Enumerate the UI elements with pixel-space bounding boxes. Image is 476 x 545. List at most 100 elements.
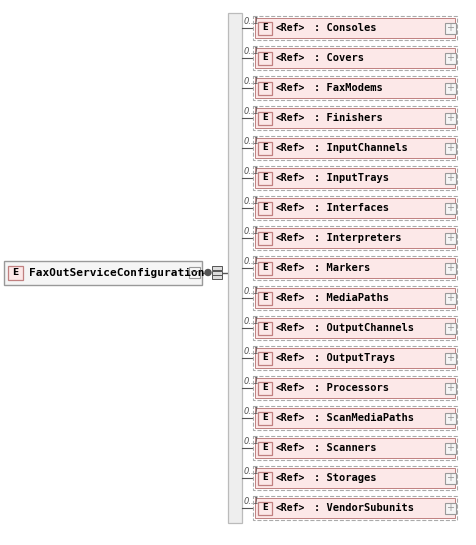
Text: : OutputTrays: : OutputTrays <box>313 353 395 363</box>
FancyBboxPatch shape <box>228 13 241 523</box>
FancyBboxPatch shape <box>255 438 454 458</box>
Text: +: + <box>446 413 454 423</box>
FancyBboxPatch shape <box>252 46 456 70</box>
Text: : Storages: : Storages <box>313 473 376 483</box>
FancyBboxPatch shape <box>444 293 455 304</box>
Text: 0..1: 0..1 <box>244 197 259 205</box>
Text: E: E <box>262 324 267 332</box>
FancyBboxPatch shape <box>252 136 456 160</box>
Text: 0..1: 0..1 <box>244 136 259 146</box>
FancyBboxPatch shape <box>258 21 271 34</box>
Text: 0..1: 0..1 <box>244 257 259 265</box>
Text: <Ref>: <Ref> <box>276 443 305 453</box>
Text: <Ref>: <Ref> <box>276 413 305 423</box>
Text: E: E <box>262 504 267 512</box>
FancyBboxPatch shape <box>258 142 271 154</box>
FancyBboxPatch shape <box>258 172 271 185</box>
Text: 0..1: 0..1 <box>244 46 259 56</box>
FancyBboxPatch shape <box>258 202 271 215</box>
Text: E: E <box>262 384 267 392</box>
FancyBboxPatch shape <box>255 108 454 128</box>
Text: E: E <box>262 203 267 213</box>
FancyBboxPatch shape <box>255 468 454 488</box>
Text: 0..1: 0..1 <box>244 317 259 325</box>
Text: : MediaPaths: : MediaPaths <box>313 293 388 303</box>
FancyBboxPatch shape <box>258 501 271 514</box>
FancyBboxPatch shape <box>258 292 271 305</box>
FancyBboxPatch shape <box>255 228 454 248</box>
Text: : Interpreters: : Interpreters <box>313 233 401 243</box>
Text: 0..1: 0..1 <box>244 407 259 415</box>
Text: +: + <box>446 173 454 183</box>
Text: 0..1: 0..1 <box>244 227 259 235</box>
FancyBboxPatch shape <box>255 198 454 218</box>
FancyBboxPatch shape <box>255 378 454 398</box>
FancyBboxPatch shape <box>252 436 456 460</box>
Text: E: E <box>262 354 267 362</box>
FancyBboxPatch shape <box>255 18 454 38</box>
FancyBboxPatch shape <box>252 76 456 100</box>
Text: E: E <box>262 263 267 272</box>
FancyBboxPatch shape <box>444 22 455 33</box>
FancyBboxPatch shape <box>252 496 456 520</box>
Text: : ScanMediaPaths: : ScanMediaPaths <box>313 413 413 423</box>
FancyBboxPatch shape <box>444 82 455 94</box>
FancyBboxPatch shape <box>211 266 221 270</box>
Text: E: E <box>262 113 267 123</box>
Text: : Consoles: : Consoles <box>313 23 376 33</box>
Text: <Ref>: <Ref> <box>276 53 305 63</box>
Text: 0..1: 0..1 <box>244 167 259 175</box>
FancyBboxPatch shape <box>444 413 455 423</box>
FancyBboxPatch shape <box>258 382 271 395</box>
Text: <Ref>: <Ref> <box>276 233 305 243</box>
FancyBboxPatch shape <box>252 226 456 250</box>
FancyBboxPatch shape <box>252 376 456 400</box>
FancyBboxPatch shape <box>211 270 221 275</box>
FancyBboxPatch shape <box>255 78 454 98</box>
FancyBboxPatch shape <box>444 323 455 334</box>
FancyBboxPatch shape <box>444 383 455 393</box>
FancyBboxPatch shape <box>258 51 271 64</box>
FancyBboxPatch shape <box>255 318 454 338</box>
FancyBboxPatch shape <box>252 106 456 130</box>
FancyBboxPatch shape <box>258 441 271 455</box>
Text: 0..1: 0..1 <box>244 347 259 355</box>
Text: <Ref>: <Ref> <box>276 143 305 153</box>
Text: <Ref>: <Ref> <box>276 263 305 273</box>
FancyBboxPatch shape <box>252 466 456 490</box>
Text: E: E <box>262 143 267 153</box>
FancyBboxPatch shape <box>8 265 23 280</box>
Text: : Covers: : Covers <box>313 53 363 63</box>
FancyBboxPatch shape <box>252 316 456 340</box>
FancyBboxPatch shape <box>4 261 201 284</box>
Text: <Ref>: <Ref> <box>276 23 305 33</box>
FancyBboxPatch shape <box>444 473 455 483</box>
FancyBboxPatch shape <box>188 267 199 278</box>
Text: : Finishers: : Finishers <box>313 113 382 123</box>
FancyBboxPatch shape <box>252 346 456 370</box>
Text: +: + <box>446 263 454 273</box>
Text: <Ref>: <Ref> <box>276 383 305 393</box>
Text: <Ref>: <Ref> <box>276 323 305 333</box>
FancyBboxPatch shape <box>255 138 454 158</box>
Text: 0..1: 0..1 <box>244 437 259 445</box>
FancyBboxPatch shape <box>252 286 456 310</box>
FancyBboxPatch shape <box>444 233 455 244</box>
Text: : VendorSubunits: : VendorSubunits <box>313 503 413 513</box>
Text: +: + <box>446 113 454 123</box>
FancyBboxPatch shape <box>255 288 454 308</box>
Text: 0..1: 0..1 <box>244 377 259 385</box>
Text: 0..1: 0..1 <box>244 106 259 116</box>
Text: +: + <box>446 353 454 363</box>
Text: <Ref>: <Ref> <box>276 353 305 363</box>
FancyBboxPatch shape <box>444 353 455 364</box>
Text: +: + <box>446 473 454 483</box>
FancyBboxPatch shape <box>258 352 271 365</box>
Text: +: + <box>446 443 454 453</box>
FancyBboxPatch shape <box>252 256 456 280</box>
Text: : FaxModems: : FaxModems <box>313 83 382 93</box>
Text: E: E <box>262 474 267 482</box>
Text: −: − <box>189 268 199 277</box>
FancyBboxPatch shape <box>255 48 454 68</box>
FancyBboxPatch shape <box>255 168 454 188</box>
